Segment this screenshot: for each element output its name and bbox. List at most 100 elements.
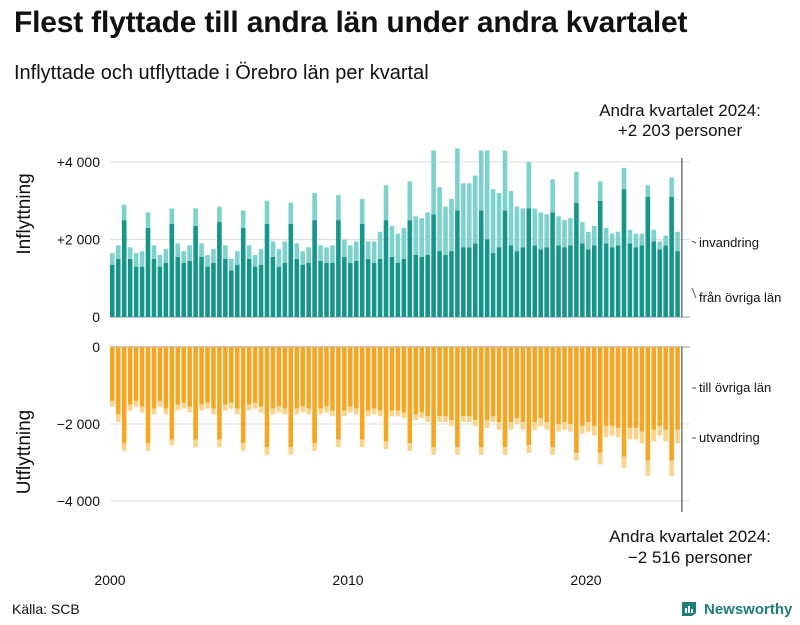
bar-inflytt-fran-ovriga-lan <box>609 247 615 317</box>
bar-utflytt-utvandring <box>252 402 258 409</box>
bar-utflytt-till-ovriga-lan <box>371 347 377 409</box>
series-label-till-ovriga-lan: till övriga län <box>699 380 771 395</box>
bar-inflytt-fran-ovriga-lan <box>193 225 198 317</box>
bar-utflytt-till-ovriga-lan <box>484 347 490 421</box>
bar-utflytt-utvandring <box>276 406 282 413</box>
bar-inflytt-invandring <box>484 150 490 240</box>
bar-utflytt-till-ovriga-lan <box>264 347 270 448</box>
bar-utflytt-utvandring <box>467 416 472 423</box>
bar-utflytt-utvandring <box>163 408 169 415</box>
bar-inflytt-fran-ovriga-lan <box>657 249 662 317</box>
bar-inflytt-invandring <box>359 198 365 224</box>
bar-utflytt-utvandring <box>526 445 532 453</box>
bar-inflytt-invandring <box>437 187 442 252</box>
bar-utflytt-utvandring <box>574 452 579 461</box>
bar-inflytt-fran-ovriga-lan <box>110 264 115 317</box>
bar-inflytt-invandring <box>502 150 508 211</box>
bar-inflytt-invandring <box>550 179 555 213</box>
bar-utflytt-utvandring <box>603 425 609 438</box>
bar-utflytt-till-ovriga-lan <box>669 347 674 461</box>
bar-utflytt-utvandring <box>330 410 335 417</box>
bar-inflytt-invandring <box>252 255 258 267</box>
bar-utflytt-till-ovriga-lan <box>169 347 175 440</box>
y-tick-label-top: +2 000 <box>57 232 100 248</box>
bar-inflytt-fran-ovriga-lan <box>181 262 186 317</box>
bar-utflytt-till-ovriga-lan <box>455 347 460 448</box>
bar-inflytt-invandring <box>330 245 335 263</box>
bar-inflytt-invandring <box>544 214 549 248</box>
bar-utflytt-till-ovriga-lan <box>431 347 436 448</box>
bar-inflytt-fran-ovriga-lan <box>342 256 347 317</box>
brand-logo[interactable]: Newsworthy <box>680 600 792 618</box>
bar-inflytt-fran-ovriga-lan <box>467 247 472 317</box>
bar-utflytt-till-ovriga-lan <box>621 347 627 457</box>
bar-inflytt-invandring <box>151 245 157 259</box>
bar-utflytt-till-ovriga-lan <box>229 347 234 403</box>
bar-inflytt-invandring <box>520 208 526 248</box>
bar-utflytt-till-ovriga-lan <box>639 347 645 432</box>
bar-utflytt-utvandring <box>223 404 228 411</box>
bar-utflytt-utvandring <box>270 408 276 415</box>
bar-utflytt-utvandring <box>609 425 615 436</box>
bar-utflytt-till-ovriga-lan <box>353 347 359 409</box>
bar-utflytt-till-ovriga-lan <box>312 347 317 444</box>
bar-utflytt-till-ovriga-lan <box>437 347 442 417</box>
bar-inflytt-fran-ovriga-lan <box>449 251 454 317</box>
bar-utflytt-utvandring <box>121 443 127 451</box>
bar-inflytt-invandring <box>187 245 192 261</box>
bar-inflytt-invandring <box>270 241 276 257</box>
bar-utflytt-utvandring <box>157 400 163 407</box>
bar-inflytt-invandring <box>318 245 323 261</box>
bar-utflytt-till-ovriga-lan <box>377 347 383 411</box>
bar-utflytt-utvandring <box>282 408 288 415</box>
bar-inflytt-fran-ovriga-lan <box>437 251 442 317</box>
bar-utflytt-utvandring <box>324 406 329 413</box>
bar-utflytt-till-ovriga-lan <box>508 347 514 423</box>
bar-inflytt-fran-ovriga-lan <box>520 247 526 317</box>
bar-utflytt-utvandring <box>597 452 603 465</box>
bar-utflytt-utvandring <box>645 460 651 476</box>
bar-utflytt-utvandring <box>139 406 145 413</box>
bar-inflytt-invandring <box>294 243 300 259</box>
bar-utflytt-till-ovriga-lan <box>389 347 395 411</box>
bar-inflytt-fran-ovriga-lan <box>556 245 561 317</box>
bar-utflytt-utvandring <box>127 404 133 411</box>
y-axis-title-utflyttning: Utflyttning <box>14 410 35 494</box>
bar-inflytt-fran-ovriga-lan <box>574 202 579 317</box>
bar-utflytt-till-ovriga-lan <box>217 347 222 440</box>
bar-utflytt-utvandring <box>443 416 448 423</box>
bar-inflytt-invandring <box>169 208 175 224</box>
bar-utflytt-utvandring <box>425 416 430 423</box>
bar-inflytt-fran-ovriga-lan <box>348 262 353 317</box>
source-note: Källa: SCB <box>12 601 80 617</box>
bar-utflytt-utvandring <box>502 447 508 455</box>
bar-inflytt-invandring <box>205 255 210 267</box>
bar-inflytt-fran-ovriga-lan <box>234 264 240 317</box>
bar-inflytt-invandring <box>532 208 538 246</box>
bar-inflytt-fran-ovriga-lan <box>121 220 127 317</box>
bar-inflytt-invandring <box>229 258 234 271</box>
bar-inflytt-invandring <box>461 183 466 248</box>
bar-utflytt-till-ovriga-lan <box>407 347 413 444</box>
bar-utflytt-utvandring <box>294 408 300 415</box>
bar-utflytt-till-ovriga-lan <box>318 347 323 409</box>
bar-utflytt-till-ovriga-lan <box>419 347 424 413</box>
bar-inflytt-invandring <box>478 150 484 211</box>
bar-utflytt-till-ovriga-lan <box>324 347 329 407</box>
bar-inflytt-invandring <box>449 198 454 252</box>
bar-utflytt-utvandring <box>461 416 466 423</box>
bar-inflytt-invandring <box>223 245 228 259</box>
y-tick-label-top: 0 <box>92 309 100 325</box>
bar-utflytt-utvandring <box>312 443 317 451</box>
bar-utflytt-utvandring <box>455 447 460 455</box>
bar-utflytt-utvandring <box>449 420 454 426</box>
bar-inflytt-invandring <box>133 253 139 267</box>
bar-inflytt-invandring <box>276 249 282 267</box>
bar-utflytt-till-ovriga-lan <box>449 347 454 421</box>
bar-inflytt-fran-ovriga-lan <box>270 256 276 317</box>
bar-inflytt-fran-ovriga-lan <box>163 262 169 317</box>
bar-utflytt-till-ovriga-lan <box>651 347 657 430</box>
bar-inflytt-fran-ovriga-lan <box>306 262 311 317</box>
bar-inflytt-fran-ovriga-lan <box>580 243 585 317</box>
bar-inflytt-invandring <box>110 253 115 265</box>
